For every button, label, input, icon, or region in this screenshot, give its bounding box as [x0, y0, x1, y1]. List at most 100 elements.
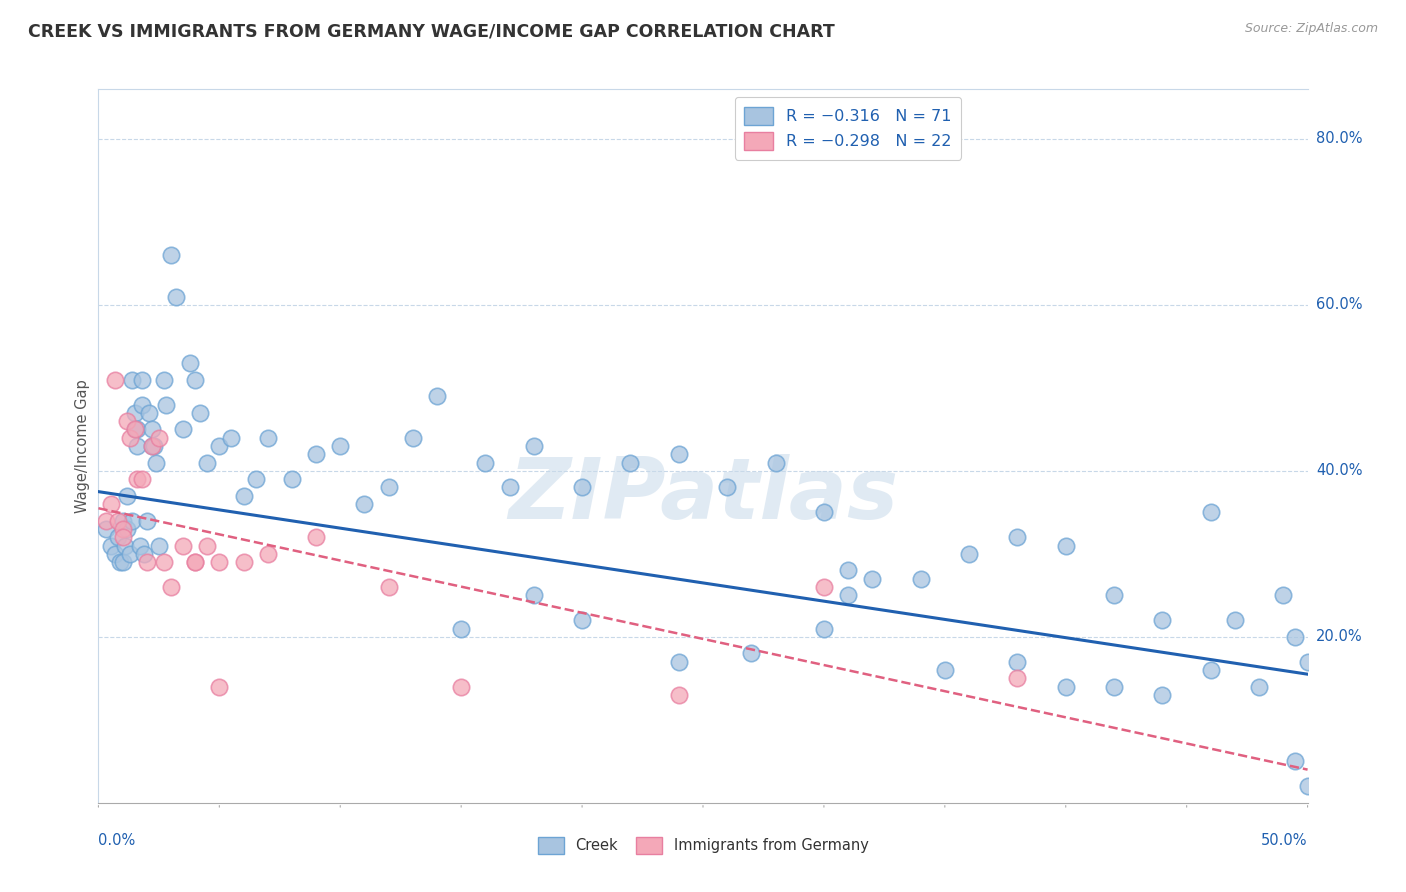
- Point: [910, 572, 932, 586]
- Point: [179, 356, 201, 370]
- Point: [245, 472, 267, 486]
- Point: [111, 514, 134, 528]
- Point: [837, 588, 859, 602]
- Point: [281, 472, 304, 486]
- Point: [114, 539, 136, 553]
- Text: 40.0%: 40.0%: [1316, 463, 1362, 478]
- Point: [1054, 680, 1077, 694]
- Point: [124, 422, 146, 436]
- Point: [127, 439, 149, 453]
- Point: [765, 456, 787, 470]
- Point: [145, 456, 167, 470]
- Point: [813, 622, 835, 636]
- Point: [232, 555, 254, 569]
- Point: [1007, 671, 1029, 685]
- Point: [208, 680, 231, 694]
- Point: [141, 422, 163, 436]
- Point: [107, 514, 129, 528]
- Point: [1272, 588, 1295, 602]
- Point: [131, 472, 153, 486]
- Point: [134, 547, 156, 561]
- Point: [1199, 663, 1222, 677]
- Point: [124, 422, 146, 436]
- Point: [148, 431, 170, 445]
- Point: [450, 622, 472, 636]
- Point: [165, 290, 187, 304]
- Point: [860, 572, 883, 586]
- Text: 20.0%: 20.0%: [1316, 630, 1362, 644]
- Text: CREEK VS IMMIGRANTS FROM GERMANY WAGE/INCOME GAP CORRELATION CHART: CREEK VS IMMIGRANTS FROM GERMANY WAGE/IN…: [28, 22, 835, 40]
- Point: [353, 497, 375, 511]
- Point: [716, 481, 738, 495]
- Point: [402, 431, 425, 445]
- Text: 80.0%: 80.0%: [1316, 131, 1362, 146]
- Point: [155, 397, 177, 411]
- Point: [184, 555, 207, 569]
- Point: [837, 564, 859, 578]
- Point: [523, 588, 546, 602]
- Point: [934, 663, 956, 677]
- Point: [523, 439, 546, 453]
- Point: [127, 422, 149, 436]
- Point: [426, 389, 449, 403]
- Point: [100, 539, 122, 553]
- Point: [474, 456, 496, 470]
- Point: [184, 555, 207, 569]
- Point: [148, 539, 170, 553]
- Point: [117, 489, 139, 503]
- Point: [152, 373, 174, 387]
- Point: [121, 514, 143, 528]
- Point: [232, 489, 254, 503]
- Point: [208, 439, 231, 453]
- Text: Source: ZipAtlas.com: Source: ZipAtlas.com: [1244, 22, 1378, 36]
- Point: [128, 539, 150, 553]
- Point: [104, 547, 127, 561]
- Point: [131, 373, 153, 387]
- Point: [100, 497, 122, 511]
- Point: [160, 248, 183, 262]
- Point: [1007, 655, 1029, 669]
- Point: [668, 447, 690, 461]
- Point: [104, 373, 127, 387]
- Point: [160, 580, 183, 594]
- Point: [1296, 655, 1319, 669]
- Point: [195, 539, 218, 553]
- Text: 50.0%: 50.0%: [1261, 833, 1308, 848]
- Point: [1152, 688, 1174, 702]
- Point: [1249, 680, 1271, 694]
- Point: [138, 406, 160, 420]
- Point: [107, 530, 129, 544]
- Point: [184, 373, 207, 387]
- Point: [571, 613, 593, 627]
- Point: [143, 439, 166, 453]
- Point: [377, 481, 399, 495]
- Legend: Creek, Immigrants from Germany: Creek, Immigrants from Germany: [531, 831, 875, 860]
- Point: [1054, 539, 1077, 553]
- Point: [668, 655, 690, 669]
- Point: [94, 522, 117, 536]
- Point: [450, 680, 472, 694]
- Point: [141, 439, 163, 453]
- Point: [256, 431, 278, 445]
- Text: 60.0%: 60.0%: [1316, 297, 1362, 312]
- Point: [117, 522, 139, 536]
- Point: [94, 514, 117, 528]
- Point: [208, 555, 231, 569]
- Point: [256, 547, 278, 561]
- Point: [668, 688, 690, 702]
- Point: [1284, 754, 1306, 768]
- Point: [135, 514, 157, 528]
- Point: [305, 530, 328, 544]
- Text: ZIPatlas: ZIPatlas: [508, 454, 898, 538]
- Point: [195, 456, 218, 470]
- Point: [619, 456, 641, 470]
- Point: [172, 422, 194, 436]
- Point: [1152, 613, 1174, 627]
- Point: [111, 555, 134, 569]
- Point: [141, 439, 163, 453]
- Point: [188, 406, 211, 420]
- Point: [152, 555, 174, 569]
- Point: [377, 580, 399, 594]
- Point: [957, 547, 980, 561]
- Text: 0.0%: 0.0%: [98, 833, 135, 848]
